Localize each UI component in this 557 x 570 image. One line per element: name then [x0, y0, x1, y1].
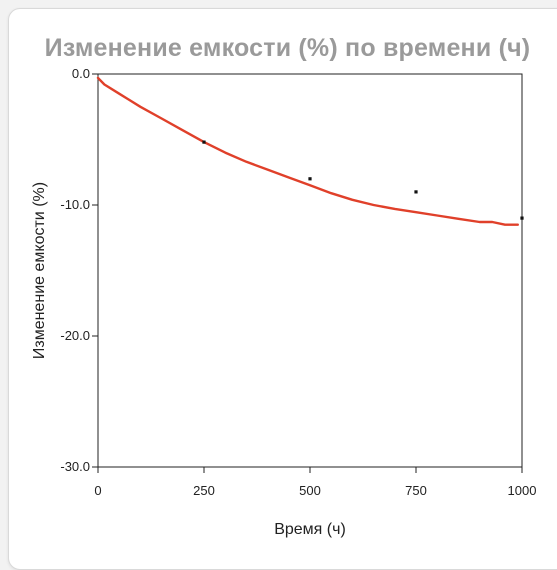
x-tick-label: 1000	[508, 483, 537, 498]
x-tick-label: 0	[94, 483, 101, 498]
chart-card	[8, 8, 557, 570]
chart-svg: 0 250 500 750 1000 0.0 -10.0 -20.0 -30.0 Время …	[31, 66, 536, 538]
measurement-point	[202, 140, 206, 144]
x-tick-label: 750	[405, 483, 427, 498]
plot-area-frame	[97, 73, 523, 468]
capacity-change-line	[96, 76, 519, 226]
y-axis: 0.0 -10.0 -20.0 -30.0	[60, 66, 98, 474]
y-tick-label: -10.0	[60, 197, 90, 212]
measurement-point	[308, 177, 312, 181]
y-tick-label: -20.0	[60, 328, 90, 343]
x-axis: 0 250 500 750 1000	[94, 467, 536, 498]
x-tick-label: 500	[299, 483, 321, 498]
measurement-point	[520, 216, 524, 220]
measurement-point	[414, 190, 418, 194]
chart-title: Изменение емкости (%) по времени (ч)	[44, 34, 531, 62]
x-axis-label: Время (ч)	[274, 521, 346, 538]
x-tick-label: 250	[193, 483, 215, 498]
y-axis-label: Изменение емкости (%)	[31, 182, 48, 359]
y-tick-label: -30.0	[60, 459, 90, 474]
y-tick-label: 0.0	[72, 66, 90, 81]
series-layer	[96, 76, 524, 226]
